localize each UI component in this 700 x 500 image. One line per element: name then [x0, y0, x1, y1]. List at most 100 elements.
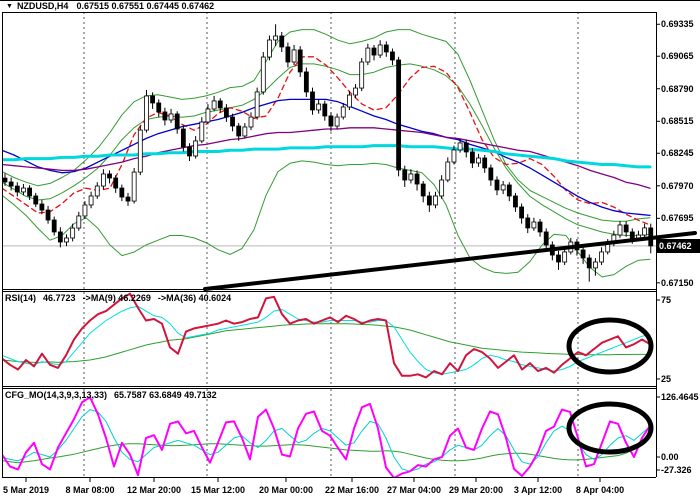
trendline-annotation[interactable]: [203, 231, 697, 291]
ellipse-annotation[interactable]: [566, 401, 654, 455]
time-tick-label: 8 Mar 08:00: [65, 485, 115, 495]
candle-body: [8, 181, 14, 187]
rsi-ma9-line: [2, 305, 651, 375]
candle-body: [469, 151, 475, 164]
candle-body: [408, 173, 414, 181]
candle-body: [420, 183, 426, 197]
candle-body: [70, 227, 76, 239]
candle-body: [125, 196, 131, 202]
candle-body: [506, 184, 512, 197]
candle-body: [482, 157, 488, 169]
candle-body: [414, 173, 420, 185]
candle-body: [150, 95, 156, 104]
rsi-ma36-line: [2, 323, 651, 363]
candle-body: [537, 221, 543, 233]
time-tick-label: 27 Mar 04:00: [386, 485, 442, 495]
candle-body: [162, 111, 168, 121]
candle-body: [402, 169, 408, 181]
candle-body: [254, 91, 260, 118]
time-tick-label: 20 Mar 00:00: [258, 485, 314, 495]
candle-body: [556, 254, 561, 263]
candle-body: [199, 121, 205, 142]
candle-body: [113, 177, 119, 189]
candle-body: [82, 204, 88, 217]
rsi-indicator-header: RSI(14) 46.7723 ->MA(9) 46.2269 ->MA(36) 40…: [5, 293, 238, 303]
current-price-box: 0.67462: [657, 239, 700, 253]
price-tick-label: 0.67970: [661, 180, 694, 191]
candle-body: [562, 251, 568, 263]
symbol-dropdown-icon[interactable]: ▼: [6, 3, 13, 10]
candle-body: [451, 149, 457, 163]
cfg-signal-line: [2, 409, 651, 472]
candle-body: [519, 206, 524, 219]
candle-body: [383, 44, 389, 53]
time-tick-label: 5 Mar 2019: [2, 485, 50, 495]
candle-body: [334, 116, 340, 127]
candle-body: [174, 113, 180, 130]
candle-body: [94, 185, 100, 197]
candle-body: [457, 142, 463, 151]
candle-body: [242, 126, 248, 137]
candle-body: [45, 209, 51, 221]
candle-body: [131, 171, 137, 202]
candle-body: [248, 116, 254, 128]
candle-body: [14, 185, 20, 193]
candle-body: [2, 177, 8, 183]
candle-body: [531, 221, 537, 229]
price-tick-label: 0.67150: [661, 277, 694, 288]
rsi-name: RSI(14): [5, 293, 37, 303]
candle-body: [346, 94, 352, 108]
bollinger-upper: [2, 29, 651, 222]
candle-body: [297, 49, 303, 73]
candle-body: [156, 102, 162, 113]
ma-fast-red-dashed: [2, 56, 651, 226]
candle-body: [88, 195, 94, 206]
price-tick-label: 0.69065: [661, 51, 694, 62]
candle-body: [340, 106, 346, 118]
candle-body: [586, 257, 592, 269]
candle-body: [500, 184, 506, 191]
rsi-value: 46.7723: [43, 293, 76, 303]
time-tick-label: 8 Apr 04:00: [575, 485, 625, 495]
candle-body: [101, 173, 106, 187]
candle-body: [291, 49, 297, 63]
candle-body: [353, 87, 358, 96]
candle-body: [525, 217, 531, 229]
candle-body: [513, 195, 518, 208]
ohlc-readout: 0.67515 0.67551 0.67445 0.67462: [76, 1, 215, 11]
candle-body: [426, 195, 432, 206]
candle-body: [137, 129, 143, 173]
candle-body: [371, 47, 377, 56]
candle-body: [365, 47, 371, 63]
candle-body: [27, 187, 33, 197]
candle-body: [488, 167, 494, 181]
candle-body: [236, 125, 242, 137]
symbol-label: NZDUSD,H4: [16, 1, 69, 11]
price-tick-label: 0.69335: [661, 19, 694, 30]
cfg-main-line: [2, 396, 651, 477]
cfg-slow-line: [2, 432, 651, 464]
candle-body: [180, 128, 186, 148]
candle-body: [187, 146, 192, 157]
candle-body: [328, 115, 334, 127]
time-tick-label: 29 Mar 20:00: [448, 485, 504, 495]
candle-body: [396, 59, 402, 171]
candle-body: [57, 231, 63, 243]
ellipse-annotation[interactable]: [566, 317, 654, 375]
rsi-ma9-label: ->MA(9) 46.2269: [82, 293, 151, 303]
candle-body: [107, 173, 112, 179]
candle-body: [33, 195, 39, 205]
candle-body: [285, 46, 291, 63]
candle-body: [439, 179, 445, 197]
candle-body: [322, 103, 328, 117]
bollinger-lower: [2, 160, 651, 278]
rsi-level-label: 25: [661, 374, 672, 384]
candle-body: [303, 71, 309, 93]
time-tick-label: 3 Apr 12:00: [513, 485, 563, 495]
ma-cyan-thick: [2, 144, 652, 169]
candle-body: [494, 179, 500, 191]
price-tick-label: 0.68245: [661, 148, 694, 159]
symbol-header: ▼ NZDUSD,H4 0.67515 0.67551 0.67445 0.6746…: [6, 1, 214, 11]
